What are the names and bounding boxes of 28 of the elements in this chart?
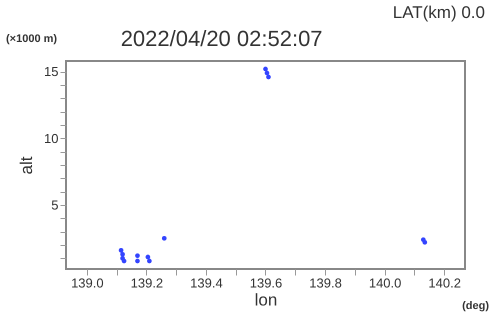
point	[120, 252, 125, 257]
point	[147, 258, 152, 264]
x-tick-label: 139.6	[250, 276, 282, 290]
chart-title: 2022/04/20 02:52:07	[120, 26, 323, 51]
text: (×1000 m)	[6, 33, 58, 45]
x-tick-label: 140.0	[368, 276, 402, 290]
point	[162, 236, 167, 241]
point	[122, 258, 126, 264]
x-tick-label: 139.2	[130, 276, 164, 290]
x-tick-label: 140.2	[428, 276, 461, 290]
point	[266, 74, 271, 80]
y-tick-label: 5	[51, 198, 58, 212]
text: (deg)	[462, 300, 490, 312]
x-tick-label: 139.8	[309, 276, 342, 290]
y-tick-label: 10	[44, 130, 58, 146]
x-tick-label: 139.4	[190, 276, 223, 290]
point	[146, 254, 150, 260]
point	[263, 66, 268, 72]
x-axis-title: lon	[254, 290, 278, 310]
y-axis-title: alt	[17, 156, 36, 174]
point	[422, 240, 428, 245]
point	[264, 70, 270, 76]
text: LAT(km) 0.0	[392, 3, 485, 22]
x-tick-label: 139.0	[71, 276, 104, 290]
point	[118, 248, 124, 253]
y-tick-label: 15	[44, 64, 58, 80]
point	[135, 253, 140, 258]
point	[135, 258, 140, 264]
